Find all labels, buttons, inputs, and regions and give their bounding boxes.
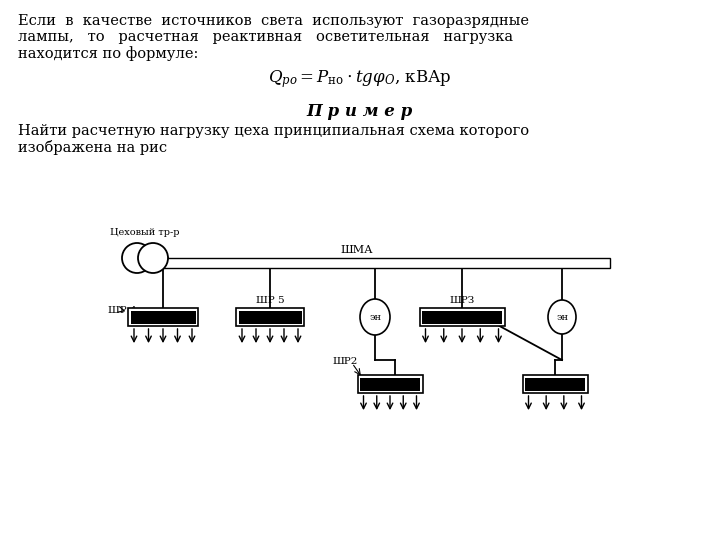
Bar — [163, 258, 610, 268]
Text: находится по формуле:: находится по формуле: — [18, 46, 199, 61]
Text: эн: эн — [369, 314, 381, 322]
Circle shape — [122, 243, 152, 273]
Text: эн: эн — [556, 314, 568, 322]
Text: ШР2: ШР2 — [333, 357, 358, 366]
Text: Цеховый тр-р: Цеховый тр-р — [110, 228, 180, 237]
Text: ШР 4: ШР 4 — [108, 306, 137, 315]
Ellipse shape — [360, 299, 390, 335]
Bar — [420, 308, 505, 326]
Text: лампы,   то   расчетная   реактивная   осветительная   нагрузка: лампы, то расчетная реактивная осветител… — [18, 30, 513, 44]
Bar — [523, 375, 588, 393]
Bar — [128, 308, 198, 326]
Bar — [358, 375, 423, 393]
Circle shape — [138, 243, 168, 273]
Bar — [422, 310, 502, 323]
Text: Найти расчетную нагрузку цеха принципиальная схема которого: Найти расчетную нагрузку цеха принципиал… — [18, 124, 529, 138]
Bar — [525, 377, 585, 390]
Text: $Q_{po} = P_{\mathrm{но}} \cdot tg\varphi_{O}$, кВАр: $Q_{po} = P_{\mathrm{но}} \cdot tg\varph… — [268, 68, 452, 90]
Bar — [236, 308, 304, 326]
Bar — [360, 377, 420, 390]
Text: ШМА: ШМА — [341, 245, 373, 255]
Ellipse shape — [548, 300, 576, 334]
Text: изображена на рис: изображена на рис — [18, 140, 167, 155]
Text: ШР 5: ШР 5 — [256, 296, 284, 305]
Text: Если  в  качестве  источников  света  используют  газоразрядные: Если в качестве источников света использ… — [18, 14, 529, 28]
Text: ШРЗ: ШРЗ — [449, 296, 474, 305]
Bar — [238, 310, 302, 323]
Bar — [130, 310, 196, 323]
Text: П р и м е р: П р и м е р — [307, 103, 413, 120]
